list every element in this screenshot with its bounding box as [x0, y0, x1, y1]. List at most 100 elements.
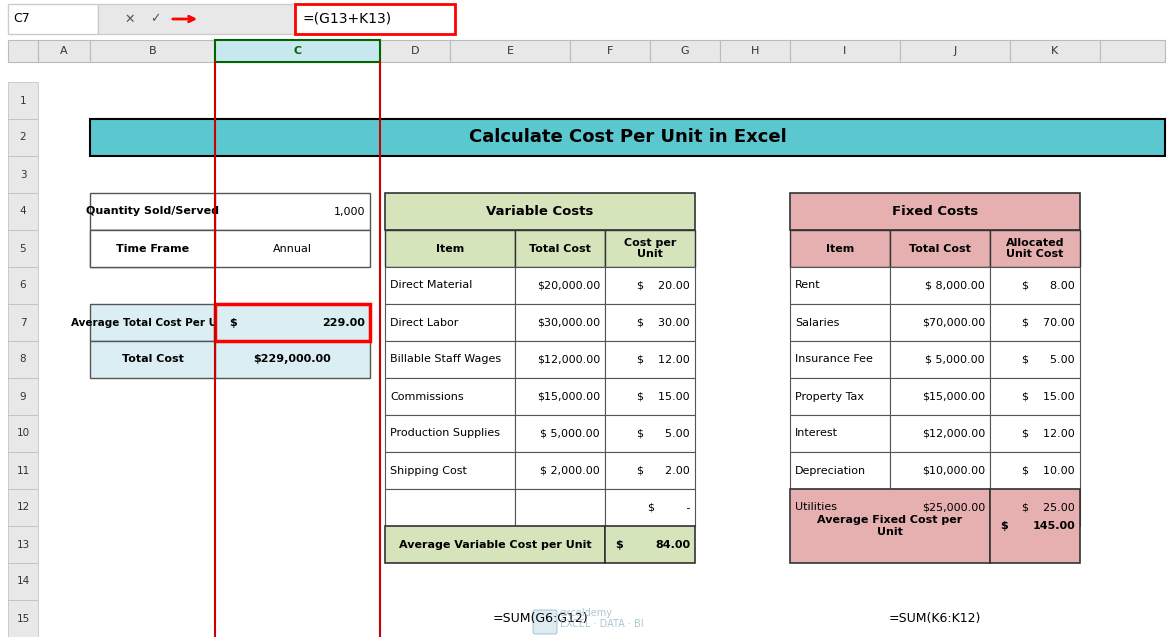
Text: =(G13+K13): =(G13+K13) [303, 12, 392, 26]
Text: 7: 7 [20, 317, 27, 327]
Text: $20,000.00: $20,000.00 [537, 280, 600, 290]
Text: G: G [680, 46, 690, 56]
FancyBboxPatch shape [570, 40, 650, 62]
FancyBboxPatch shape [450, 40, 570, 62]
FancyBboxPatch shape [90, 230, 215, 267]
FancyBboxPatch shape [533, 610, 556, 634]
FancyBboxPatch shape [385, 378, 516, 415]
FancyBboxPatch shape [8, 415, 39, 452]
FancyBboxPatch shape [990, 452, 1080, 489]
Text: $25,000.00: $25,000.00 [921, 503, 985, 513]
Text: 12: 12 [16, 503, 29, 513]
FancyBboxPatch shape [98, 4, 298, 34]
Text: 9: 9 [20, 392, 27, 401]
FancyBboxPatch shape [8, 526, 39, 563]
FancyBboxPatch shape [516, 267, 606, 304]
Text: $    12.00: $ 12.00 [637, 355, 690, 364]
FancyBboxPatch shape [1010, 40, 1100, 62]
Text: $      5.00: $ 5.00 [637, 429, 690, 438]
FancyBboxPatch shape [8, 600, 39, 637]
FancyBboxPatch shape [890, 341, 990, 378]
FancyBboxPatch shape [385, 341, 516, 378]
FancyBboxPatch shape [516, 304, 606, 341]
Text: Time Frame: Time Frame [116, 243, 189, 254]
Text: I: I [843, 46, 846, 56]
FancyBboxPatch shape [215, 40, 380, 62]
Text: Total Cost: Total Cost [530, 243, 592, 254]
Text: 4: 4 [20, 206, 27, 217]
FancyBboxPatch shape [790, 415, 890, 452]
Text: K: K [1051, 46, 1059, 56]
Text: $15,000.00: $15,000.00 [922, 392, 985, 401]
Text: Total Cost: Total Cost [122, 355, 184, 364]
FancyBboxPatch shape [380, 40, 450, 62]
Text: $: $ [615, 540, 623, 550]
Text: F: F [607, 46, 614, 56]
FancyBboxPatch shape [790, 304, 890, 341]
Text: $    70.00: $ 70.00 [1022, 317, 1075, 327]
FancyBboxPatch shape [720, 40, 790, 62]
FancyBboxPatch shape [8, 304, 39, 341]
Text: $70,000.00: $70,000.00 [921, 317, 985, 327]
Text: $15,000.00: $15,000.00 [537, 392, 600, 401]
Text: Annual: Annual [274, 243, 312, 254]
Text: 1: 1 [20, 96, 27, 106]
FancyBboxPatch shape [385, 230, 516, 267]
Text: ✓: ✓ [150, 13, 160, 25]
Text: $ 2,000.00: $ 2,000.00 [540, 466, 600, 475]
FancyBboxPatch shape [890, 267, 990, 304]
Text: Shipping Cost: Shipping Cost [390, 466, 466, 475]
Text: Salaries: Salaries [795, 317, 839, 327]
FancyBboxPatch shape [990, 267, 1080, 304]
FancyBboxPatch shape [650, 40, 720, 62]
FancyBboxPatch shape [890, 489, 990, 526]
Text: Production Supplies: Production Supplies [390, 429, 500, 438]
FancyBboxPatch shape [606, 489, 696, 526]
Text: =SUM(K6:K12): =SUM(K6:K12) [888, 612, 981, 625]
FancyBboxPatch shape [516, 489, 606, 526]
Text: Property Tax: Property Tax [795, 392, 864, 401]
Text: C7: C7 [13, 13, 29, 25]
Text: $    15.00: $ 15.00 [637, 392, 690, 401]
Text: $ 8,000.00: $ 8,000.00 [925, 280, 985, 290]
Text: Total Cost: Total Cost [909, 243, 971, 254]
FancyBboxPatch shape [990, 415, 1080, 452]
Text: $229,000.00: $229,000.00 [254, 355, 331, 364]
Text: J: J [954, 46, 956, 56]
Text: $    20.00: $ 20.00 [637, 280, 690, 290]
Text: $: $ [999, 521, 1008, 531]
Text: 5: 5 [20, 243, 27, 254]
FancyBboxPatch shape [385, 452, 516, 489]
FancyBboxPatch shape [385, 489, 516, 526]
Text: $ 5,000.00: $ 5,000.00 [540, 429, 600, 438]
FancyBboxPatch shape [385, 526, 606, 563]
FancyBboxPatch shape [790, 193, 1080, 230]
Text: $10,000.00: $10,000.00 [922, 466, 985, 475]
Text: $    12.00: $ 12.00 [1022, 429, 1075, 438]
FancyBboxPatch shape [215, 40, 380, 62]
Text: 1,000: 1,000 [333, 206, 365, 217]
FancyBboxPatch shape [790, 489, 990, 563]
FancyBboxPatch shape [890, 415, 990, 452]
Text: Fixed Costs: Fixed Costs [892, 205, 978, 218]
Text: A: A [60, 46, 68, 56]
FancyBboxPatch shape [790, 378, 890, 415]
Text: exceldemy
EXCEL · DATA · BI: exceldemy EXCEL · DATA · BI [560, 608, 644, 629]
FancyBboxPatch shape [8, 4, 98, 34]
FancyBboxPatch shape [890, 378, 990, 415]
FancyBboxPatch shape [990, 378, 1080, 415]
Text: C: C [293, 46, 302, 56]
Text: Variable Costs: Variable Costs [486, 205, 594, 218]
FancyBboxPatch shape [606, 452, 696, 489]
FancyBboxPatch shape [516, 378, 606, 415]
Text: $: $ [229, 317, 237, 327]
FancyBboxPatch shape [1100, 40, 1165, 62]
FancyBboxPatch shape [606, 526, 696, 563]
FancyBboxPatch shape [900, 40, 1010, 62]
FancyBboxPatch shape [790, 267, 890, 304]
Text: Item: Item [825, 243, 855, 254]
Text: Average Total Cost Per Unit: Average Total Cost Per Unit [71, 317, 234, 327]
FancyBboxPatch shape [90, 193, 215, 230]
FancyBboxPatch shape [39, 40, 90, 62]
FancyBboxPatch shape [890, 304, 990, 341]
